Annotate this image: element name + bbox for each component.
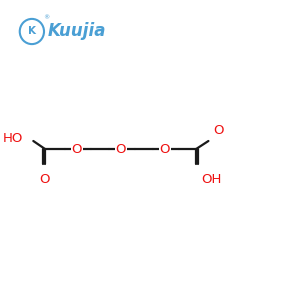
Text: O: O xyxy=(39,173,49,186)
Text: O: O xyxy=(160,142,170,156)
Text: ®: ® xyxy=(43,15,50,20)
Text: HO: HO xyxy=(2,132,22,145)
Text: Kuujia: Kuujia xyxy=(47,22,106,40)
Text: OH: OH xyxy=(201,173,221,186)
Text: O: O xyxy=(72,142,82,156)
Text: O: O xyxy=(116,142,126,156)
Text: O: O xyxy=(213,124,224,137)
Text: K: K xyxy=(28,26,36,37)
